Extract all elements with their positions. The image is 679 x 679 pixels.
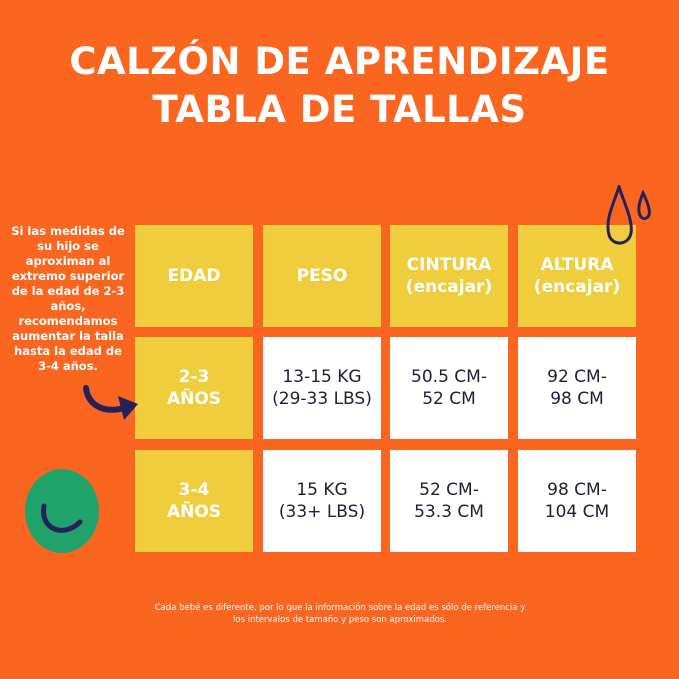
column-header-peso: PESO [263,225,381,327]
footer-disclaimer: Cada bebé es diferente, por lo que la in… [154,603,526,625]
cell-line: 53.3 CM [414,502,484,522]
curved-arrow-icon [83,385,138,420]
cell-line: (29-33 LBS) [272,389,372,409]
header-label: EDAD [167,266,221,286]
cell-line: 52 CM [422,389,476,409]
column-header-cintura: CINTURA (encajar) [390,225,508,327]
cell-line: 50.5 CM- [411,367,487,387]
side-note: Si las medidas de su hijo se aproximan a… [11,224,125,373]
cell-line: AÑOS [166,502,222,522]
column-header-edad: EDAD [135,225,253,327]
table-cell-height: 92 CM- 98 CM [518,337,636,439]
header-label: ALTURA [540,255,614,275]
water-drops-icon [606,185,651,245]
header-sublabel: (encajar) [405,277,493,297]
smile-circle-icon [25,469,99,553]
table-cell-age: 3-4 AÑOS [135,450,253,552]
header-label: CINTURA [406,255,492,275]
cell-line: 2-3 [178,367,210,387]
title-line-2: TABLA DE TALLAS [152,88,527,131]
cell-line: 104 CM [544,502,610,522]
table-cell-height: 98 CM- 104 CM [518,450,636,552]
cell-line: 3-4 [178,480,210,500]
header-sublabel: (encajar) [533,277,621,297]
title-line-1: CALZÓN DE APRENDIZAJE [69,40,610,83]
table-cell-weight: 15 KG (33+ LBS) [263,450,381,552]
cell-line: 98 CM- [547,480,607,500]
cell-line: 13-15 KG [282,367,362,387]
cell-line: 52 CM- [419,480,479,500]
table-cell-waist: 50.5 CM- 52 CM [390,337,508,439]
table-cell-waist: 52 CM- 53.3 CM [390,450,508,552]
table-cell-age: 2-3 AÑOS [135,337,253,439]
cell-line: (33+ LBS) [278,502,366,522]
cell-line: 15 KG [296,480,348,500]
cell-line: 92 CM- [547,367,607,387]
cell-line: 98 CM [550,389,604,409]
cell-line: AÑOS [166,389,222,409]
header-label: PESO [296,266,348,286]
table-cell-weight: 13-15 KG (29-33 LBS) [263,337,381,439]
